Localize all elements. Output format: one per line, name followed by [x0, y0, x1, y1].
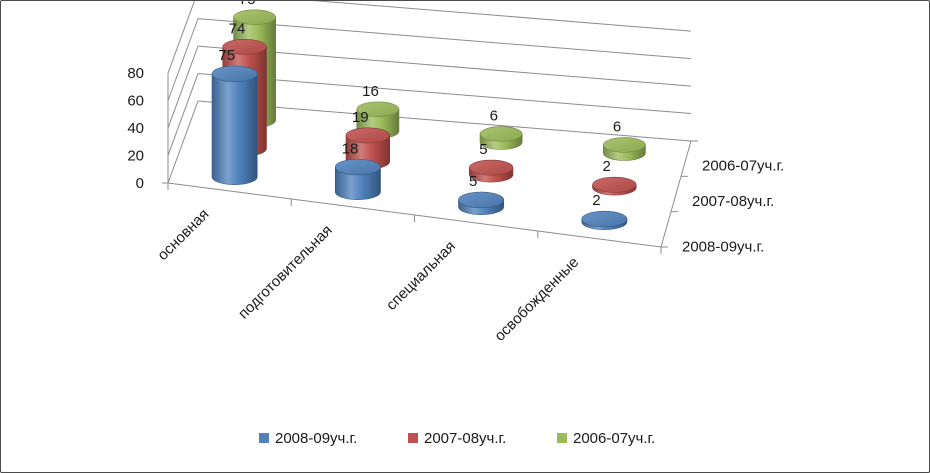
y-tick-label: 60 [127, 93, 144, 110]
category-axis: основная подготовительная специальная освоб… [154, 206, 582, 345]
bar-2007-08уч.г.-специальная [468, 159, 514, 183]
bar-2008-09уч.г.-подготовительная [334, 158, 381, 200]
chart-gridlines [162, 1, 698, 254]
chart-bars [211, 9, 646, 230]
bar-2007-08уч.г.-освобожденные [592, 176, 637, 196]
side-wall-gridline [167, 73, 199, 156]
legend-label: 2006-07уч.г. [573, 430, 655, 447]
bar-2006-07уч.г.-специальная [479, 126, 523, 150]
data-label: 6 [490, 108, 498, 125]
y-tick-label: 40 [127, 120, 144, 137]
legend-item: 2006-07уч.г. [557, 430, 655, 447]
data-label: 2 [603, 158, 611, 175]
bar-top [345, 127, 391, 144]
side-wall-gridline [167, 1, 195, 74]
y-tick-label: 20 [127, 148, 144, 165]
side-wall-gridline [167, 18, 199, 101]
bar-2008-09уч.г.-специальная [458, 191, 505, 215]
data-label: 74 [229, 20, 246, 37]
depth-label: 2007-08уч.г. [692, 193, 774, 210]
legend-swatch [259, 433, 269, 443]
back-wall-gridline [313, 1, 692, 32]
data-label: 18 [342, 140, 359, 157]
depth-label: 2008-09уч.г. [682, 238, 764, 255]
y-tick-label: 0 [136, 175, 144, 192]
data-label: 2 [592, 192, 600, 209]
legend-label: 2007-08уч.г. [424, 430, 506, 447]
bar-2008-09уч.г.-освобожденные [581, 210, 628, 230]
legend-swatch [408, 433, 418, 443]
bar-2006-07уч.г.-освобожденные [602, 137, 646, 161]
bar-top [356, 101, 400, 117]
data-label: 5 [469, 173, 477, 190]
legend-item: 2007-08уч.г. [408, 430, 506, 447]
data-label: 6 [613, 119, 621, 136]
back-wall-gridline [197, 18, 692, 60]
legend-label: 2008-09уч.г. [275, 430, 357, 447]
bar-top [233, 9, 277, 25]
category-label: основная [154, 206, 212, 264]
back-wall-gridline [197, 73, 692, 115]
data-label: 5 [479, 141, 487, 158]
bar-top [592, 176, 637, 193]
y-axis: 0 20 40 60 80 [127, 65, 144, 192]
back-wall-gridline [197, 100, 692, 142]
bar-top [211, 65, 258, 83]
floor-right-edge [660, 140, 692, 248]
category-label: подготовительная [235, 222, 336, 323]
category-label: освобожденные [491, 254, 582, 345]
data-label: 75 [218, 47, 235, 64]
depth-axis: 2006-07уч.г. 2007-08уч.г. 2008-09уч.г. [682, 158, 784, 256]
data-label: 19 [352, 109, 369, 126]
bar-2008-09уч.г.-основная [211, 65, 258, 185]
bar-top [222, 38, 267, 55]
depth-label: 2006-07уч.г. [702, 158, 784, 175]
data-label: 75 [239, 1, 256, 8]
bar-top [468, 159, 514, 176]
legend-swatch [557, 433, 567, 443]
y-tick-label: 80 [127, 65, 144, 82]
chart-legend: 2008-09уч.г. 2007-08уч.г. 2006-07уч.г. [259, 430, 655, 447]
bar-body [334, 166, 381, 200]
bar-body [211, 73, 258, 185]
side-wall-gridline [167, 45, 199, 129]
bar-top [581, 210, 628, 228]
bar-top [458, 191, 505, 209]
legend-item: 2008-09уч.г. [259, 430, 357, 447]
back-wall-gridline [197, 45, 692, 87]
data-labels: 75 16 6 6 74 19 5 2 75 18 5 2 [218, 1, 621, 209]
data-label: 16 [362, 83, 379, 100]
category-label: специальная [383, 238, 459, 314]
bar-top [479, 126, 523, 142]
bar-top [334, 158, 381, 176]
bar-top [602, 137, 646, 153]
side-wall-gridline [167, 100, 199, 184]
